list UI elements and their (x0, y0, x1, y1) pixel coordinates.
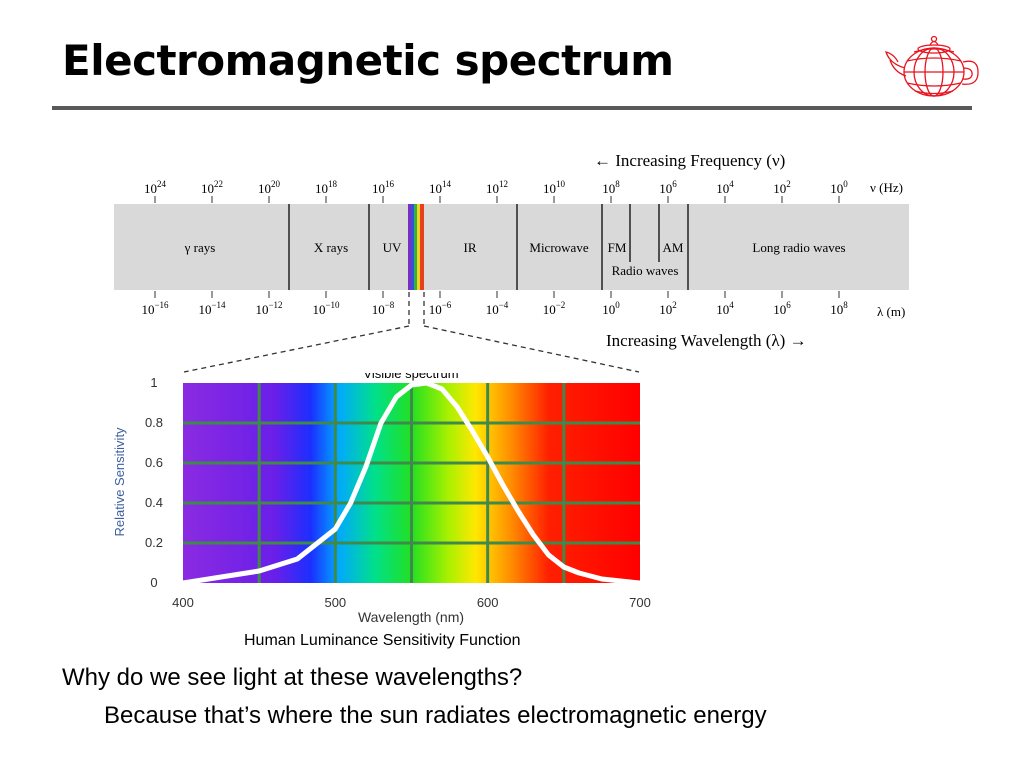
wavelength-tick: 100 (602, 300, 620, 317)
wavelength-tick: 10−14 (198, 300, 226, 317)
frequency-tick: 1012 (486, 179, 508, 196)
frequency-tick: 1018 (315, 179, 338, 196)
band-label: AM (663, 240, 684, 255)
spectrum-band (114, 204, 909, 290)
x-tick-label: 400 (172, 595, 194, 610)
wavelength-tick: 10−6 (429, 300, 452, 317)
question-text: Why do we see light at these wavelengths… (62, 664, 523, 691)
wavelength-tick: 10−12 (255, 300, 282, 317)
wavelength-tick: 10−4 (486, 300, 509, 317)
band-label: X rays (314, 240, 348, 255)
frequency-tick: 1014 (429, 179, 452, 196)
sensitivity-curve (180, 380, 643, 586)
frequency-tick: 1010 (543, 179, 566, 196)
y-tick-label: 0.6 (145, 455, 163, 470)
frequency-tick: 1022 (201, 179, 223, 196)
frequency-unit: ν (Hz) (870, 180, 903, 195)
page-title: Electromagnetic spectrum (62, 36, 674, 85)
zoom-connector (183, 292, 640, 373)
y-axis-label: Relative Sensitivity (112, 427, 127, 537)
wavelength-tick: 10−8 (372, 300, 395, 317)
answer-text: Because that’s where the sun radiates el… (104, 702, 767, 729)
frequency-tick: 1024 (144, 179, 167, 196)
x-tick-label: 600 (477, 595, 499, 610)
y-tick-label: 0.4 (145, 495, 163, 510)
y-tick-label: 1 (150, 375, 157, 390)
band-label: Long radio waves (752, 240, 845, 255)
y-tick-label: 0 (150, 575, 157, 590)
x-axis-label: Wavelength (nm) (358, 609, 464, 625)
band-label: UV (383, 240, 402, 255)
frequency-tick: 106 (659, 179, 677, 196)
wavelength-tick: 108 (830, 300, 848, 317)
frequency-tick: 1020 (258, 179, 281, 196)
frequency-tick: 108 (602, 179, 620, 196)
wireframe-teapot-icon (885, 35, 979, 97)
wavelength-tick: 10−10 (312, 300, 340, 317)
wavelength-tick: 104 (716, 300, 734, 317)
title-divider (52, 106, 972, 110)
wavelength-caption: Increasing Wavelength (λ) → (606, 331, 807, 350)
band-dividers (288, 204, 689, 290)
frequency-caption: ← Increasing Frequency (ν) (594, 151, 785, 170)
wavelength-tick: 102 (659, 300, 677, 317)
frequency-tick: 1016 (372, 179, 395, 196)
band-label: FM (608, 240, 627, 255)
y-tick-label: 0.2 (145, 535, 163, 550)
band-label: γ rays (184, 240, 216, 255)
wavelength-tick: 10−16 (141, 300, 169, 317)
frequency-tick: 102 (773, 179, 791, 196)
frequency-tick: 104 (716, 179, 734, 196)
radio-waves-label: Radio waves (612, 263, 679, 278)
band-label: Microwave (529, 240, 588, 255)
visible-light-strip (408, 204, 424, 290)
chart-caption: Human Luminance Sensitivity Function (244, 632, 521, 649)
x-tick-label: 700 (629, 595, 651, 610)
em-spectrum-diagram: ← Increasing Frequency (ν) 1024 1022 1020 1… (114, 151, 909, 373)
x-tick-label: 500 (324, 595, 346, 610)
wavelength-tick: 10−2 (543, 300, 566, 317)
chart-title: Visible spectrum (363, 366, 458, 381)
wavelength-tick: 106 (773, 300, 791, 317)
band-label: IR (464, 240, 477, 255)
frequency-tick: 100 (830, 179, 848, 196)
y-tick-label: 0.8 (145, 415, 163, 430)
sensitivity-chart: Visible spectrum 400 500 600 700 0 0.2 0.4 0.6 0… (112, 366, 651, 625)
wavelength-unit: λ (m) (877, 304, 905, 319)
